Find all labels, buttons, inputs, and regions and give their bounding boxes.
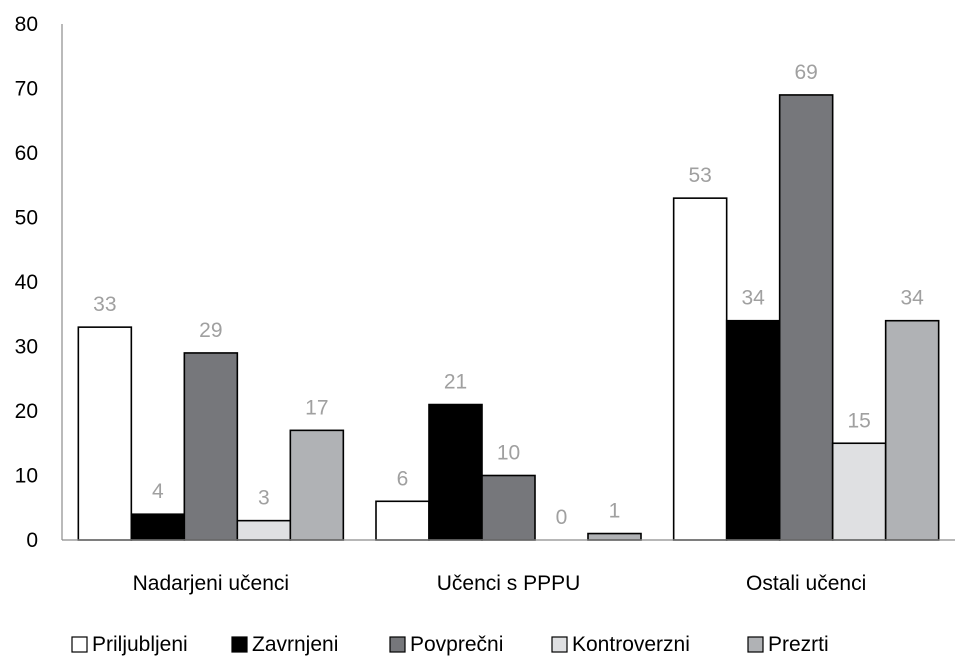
legend-label: Kontroverzni	[572, 633, 690, 656]
legend-label: Povprečni	[410, 633, 503, 656]
x-axis-category-labels: Nadarjeni učenci Učenci s PPPU Ostali učen…	[133, 572, 867, 595]
y-tick-label: 60	[15, 142, 38, 165]
bar	[375, 500, 430, 541]
bar	[778, 94, 834, 541]
data-label: 6	[397, 467, 409, 490]
data-label: 0	[556, 506, 568, 529]
bar	[428, 403, 483, 541]
y-tick-label: 80	[15, 13, 38, 36]
bar	[130, 513, 186, 541]
legend-swatch	[71, 636, 88, 653]
bar	[831, 442, 887, 541]
data-label: 33	[93, 293, 116, 316]
bar	[236, 519, 292, 541]
x-category-label: Učenci s PPPU	[437, 572, 581, 595]
y-tick-label: 0	[26, 529, 38, 552]
legend-swatch	[747, 636, 764, 653]
data-labels: 33 4 29 3 17 6 21 10 0 1 53 34 69 15 34	[93, 61, 924, 529]
bar	[289, 429, 345, 541]
legend-label: Priljubljeni	[92, 633, 188, 656]
legend-label: Prezrti	[768, 633, 829, 656]
data-label: 17	[305, 396, 328, 419]
y-tick-label: 50	[15, 207, 38, 230]
bar	[587, 532, 642, 541]
y-tick-label: 40	[15, 271, 38, 294]
bar	[77, 326, 133, 541]
legend-swatch	[551, 636, 568, 653]
y-tick-label: 70	[15, 78, 38, 101]
legend-swatch	[389, 636, 406, 653]
x-category-label: Ostali učenci	[746, 572, 866, 595]
data-label: 1	[609, 500, 621, 523]
bars	[77, 94, 940, 541]
data-label: 34	[741, 287, 765, 310]
data-label: 3	[258, 487, 270, 510]
bar	[481, 474, 536, 541]
legend-swatch	[231, 636, 248, 653]
y-tick-label: 20	[15, 400, 38, 423]
data-label: 53	[688, 164, 711, 187]
data-label: 34	[900, 287, 924, 310]
bar	[884, 319, 940, 541]
data-label: 29	[199, 319, 222, 342]
bar	[725, 319, 781, 541]
bar	[672, 197, 728, 541]
legend: Priljubljeni Zavrnjeni Povprečni Kontroverz…	[71, 633, 829, 656]
data-label: 69	[794, 61, 817, 84]
y-tick-label: 30	[15, 336, 38, 359]
data-label: 10	[497, 442, 520, 465]
y-axis-ticks: 0 10 20 30 40 50 60 70 80	[15, 13, 38, 552]
data-label: 21	[444, 371, 467, 394]
data-label: 15	[847, 409, 870, 432]
data-label: 4	[152, 480, 164, 503]
legend-label: Zavrnjeni	[252, 633, 338, 656]
bar	[183, 352, 239, 541]
x-category-label: Nadarjeni učenci	[133, 572, 289, 595]
y-tick-label: 10	[15, 465, 38, 488]
